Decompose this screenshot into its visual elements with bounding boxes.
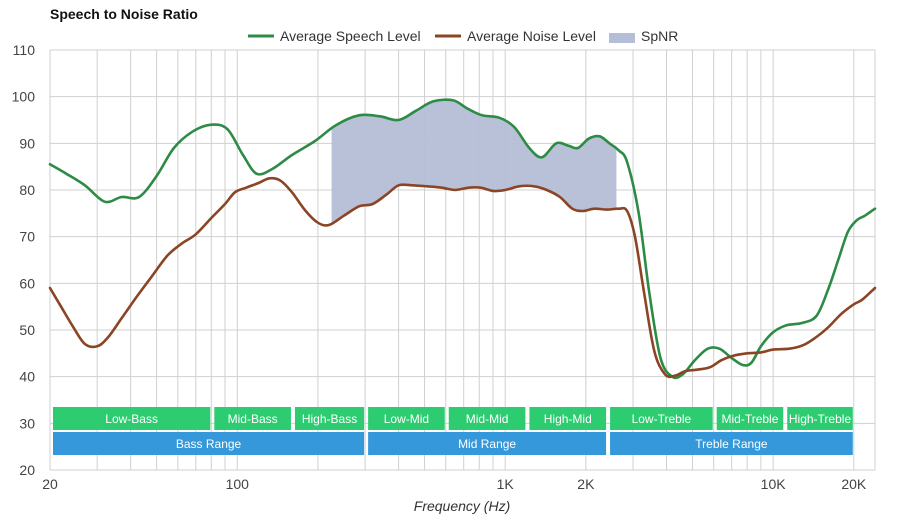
band-label: High-Mid: [544, 412, 592, 426]
band-mid-mid: Mid-Mid: [448, 407, 526, 430]
band-label: Mid-Mid: [466, 412, 509, 426]
legend-label-noise: Average Noise Level: [467, 28, 596, 44]
band-box: [610, 407, 713, 430]
y-tick-label: 60: [19, 275, 35, 291]
band-box: [53, 407, 211, 430]
legend-label-speech: Average Speech Level: [280, 28, 421, 44]
y-tick-label: 110: [13, 42, 36, 58]
grid: [49, 49, 876, 471]
legend-item-speech[interactable]: Average Speech Level: [248, 28, 421, 44]
x-axis-title: Frequency (Hz): [414, 498, 510, 514]
y-tick-label: 70: [19, 229, 35, 245]
band-mid-treble: Mid-Treble: [716, 407, 784, 430]
band-mid-range: Mid Range: [368, 432, 607, 455]
noise-line: [48, 176, 877, 379]
x-tick-label: 20K: [841, 476, 867, 492]
band-label: Low-Treble: [632, 412, 692, 426]
band-low-bass: Low-Bass: [53, 407, 211, 430]
x-tick-label: 1K: [497, 476, 515, 492]
x-tick-label: 10K: [761, 476, 787, 492]
frequency-bands: Low-Bass Mid-Bass High-Bass Low-Mid Mid-Mid H…: [53, 407, 853, 455]
band-low-treble: Low-Treble: [610, 407, 713, 430]
y-tick-label: 100: [12, 89, 36, 105]
band-low-mid: Low-Mid: [368, 407, 445, 430]
band-label: Treble Range: [695, 437, 768, 451]
band-label: Low-Bass: [105, 412, 158, 426]
x-tick-label: 2K: [577, 476, 595, 492]
band-box: [368, 432, 607, 455]
band-box: [529, 407, 607, 430]
band-box: [610, 432, 853, 455]
band-label: Mid-Bass: [228, 412, 278, 426]
band-high-treble: High-Treble: [787, 407, 853, 430]
band-box: [294, 407, 365, 430]
speech-line: [48, 98, 877, 380]
band-treble-range: Treble Range: [610, 432, 853, 455]
y-tick-label: 80: [19, 182, 35, 198]
y-tick-label: 40: [19, 369, 35, 385]
band-high-bass: High-Bass: [294, 407, 365, 430]
x-tick-label: 20: [42, 476, 58, 492]
legend-label-spnr: SpNR: [641, 28, 678, 44]
band-label: High-Treble: [789, 412, 852, 426]
y-tick-label: 90: [19, 135, 35, 151]
band-bass-range: Bass Range: [53, 432, 365, 455]
chart-title: Speech to Noise Ratio: [50, 6, 198, 22]
axis-labels: 20 30 40 50 60 70 80 90 100 110 20 100 1K 2K 10K 20K: [12, 42, 867, 492]
band-box: [214, 407, 291, 430]
series-layer: [48, 98, 877, 380]
band-high-mid: High-Mid: [529, 407, 607, 430]
legend: Average Speech Level Average Noise Level…: [248, 28, 678, 44]
band-label: Low-Mid: [384, 412, 429, 426]
y-tick-label: 30: [19, 415, 35, 431]
legend-item-spnr[interactable]: SpNR: [609, 28, 678, 44]
band-box: [53, 432, 365, 455]
x-tick-label: 100: [226, 476, 250, 492]
band-box: [448, 407, 526, 430]
band-box: [368, 407, 445, 430]
band-label: High-Bass: [302, 412, 357, 426]
band-label: Mid-Treble: [722, 412, 779, 426]
legend-swatch-spnr: [609, 33, 635, 43]
spnr-area: [331, 100, 617, 224]
legend-item-noise[interactable]: Average Noise Level: [435, 28, 596, 44]
spnr-area-layer: [331, 100, 617, 224]
band-label: Mid Range: [458, 437, 516, 451]
band-box: [716, 407, 784, 430]
y-tick-label: 20: [19, 462, 35, 478]
y-tick-label: 50: [19, 322, 35, 338]
band-box: [787, 407, 853, 430]
band-mid-bass: Mid-Bass: [214, 407, 291, 430]
band-label: Bass Range: [176, 437, 242, 451]
